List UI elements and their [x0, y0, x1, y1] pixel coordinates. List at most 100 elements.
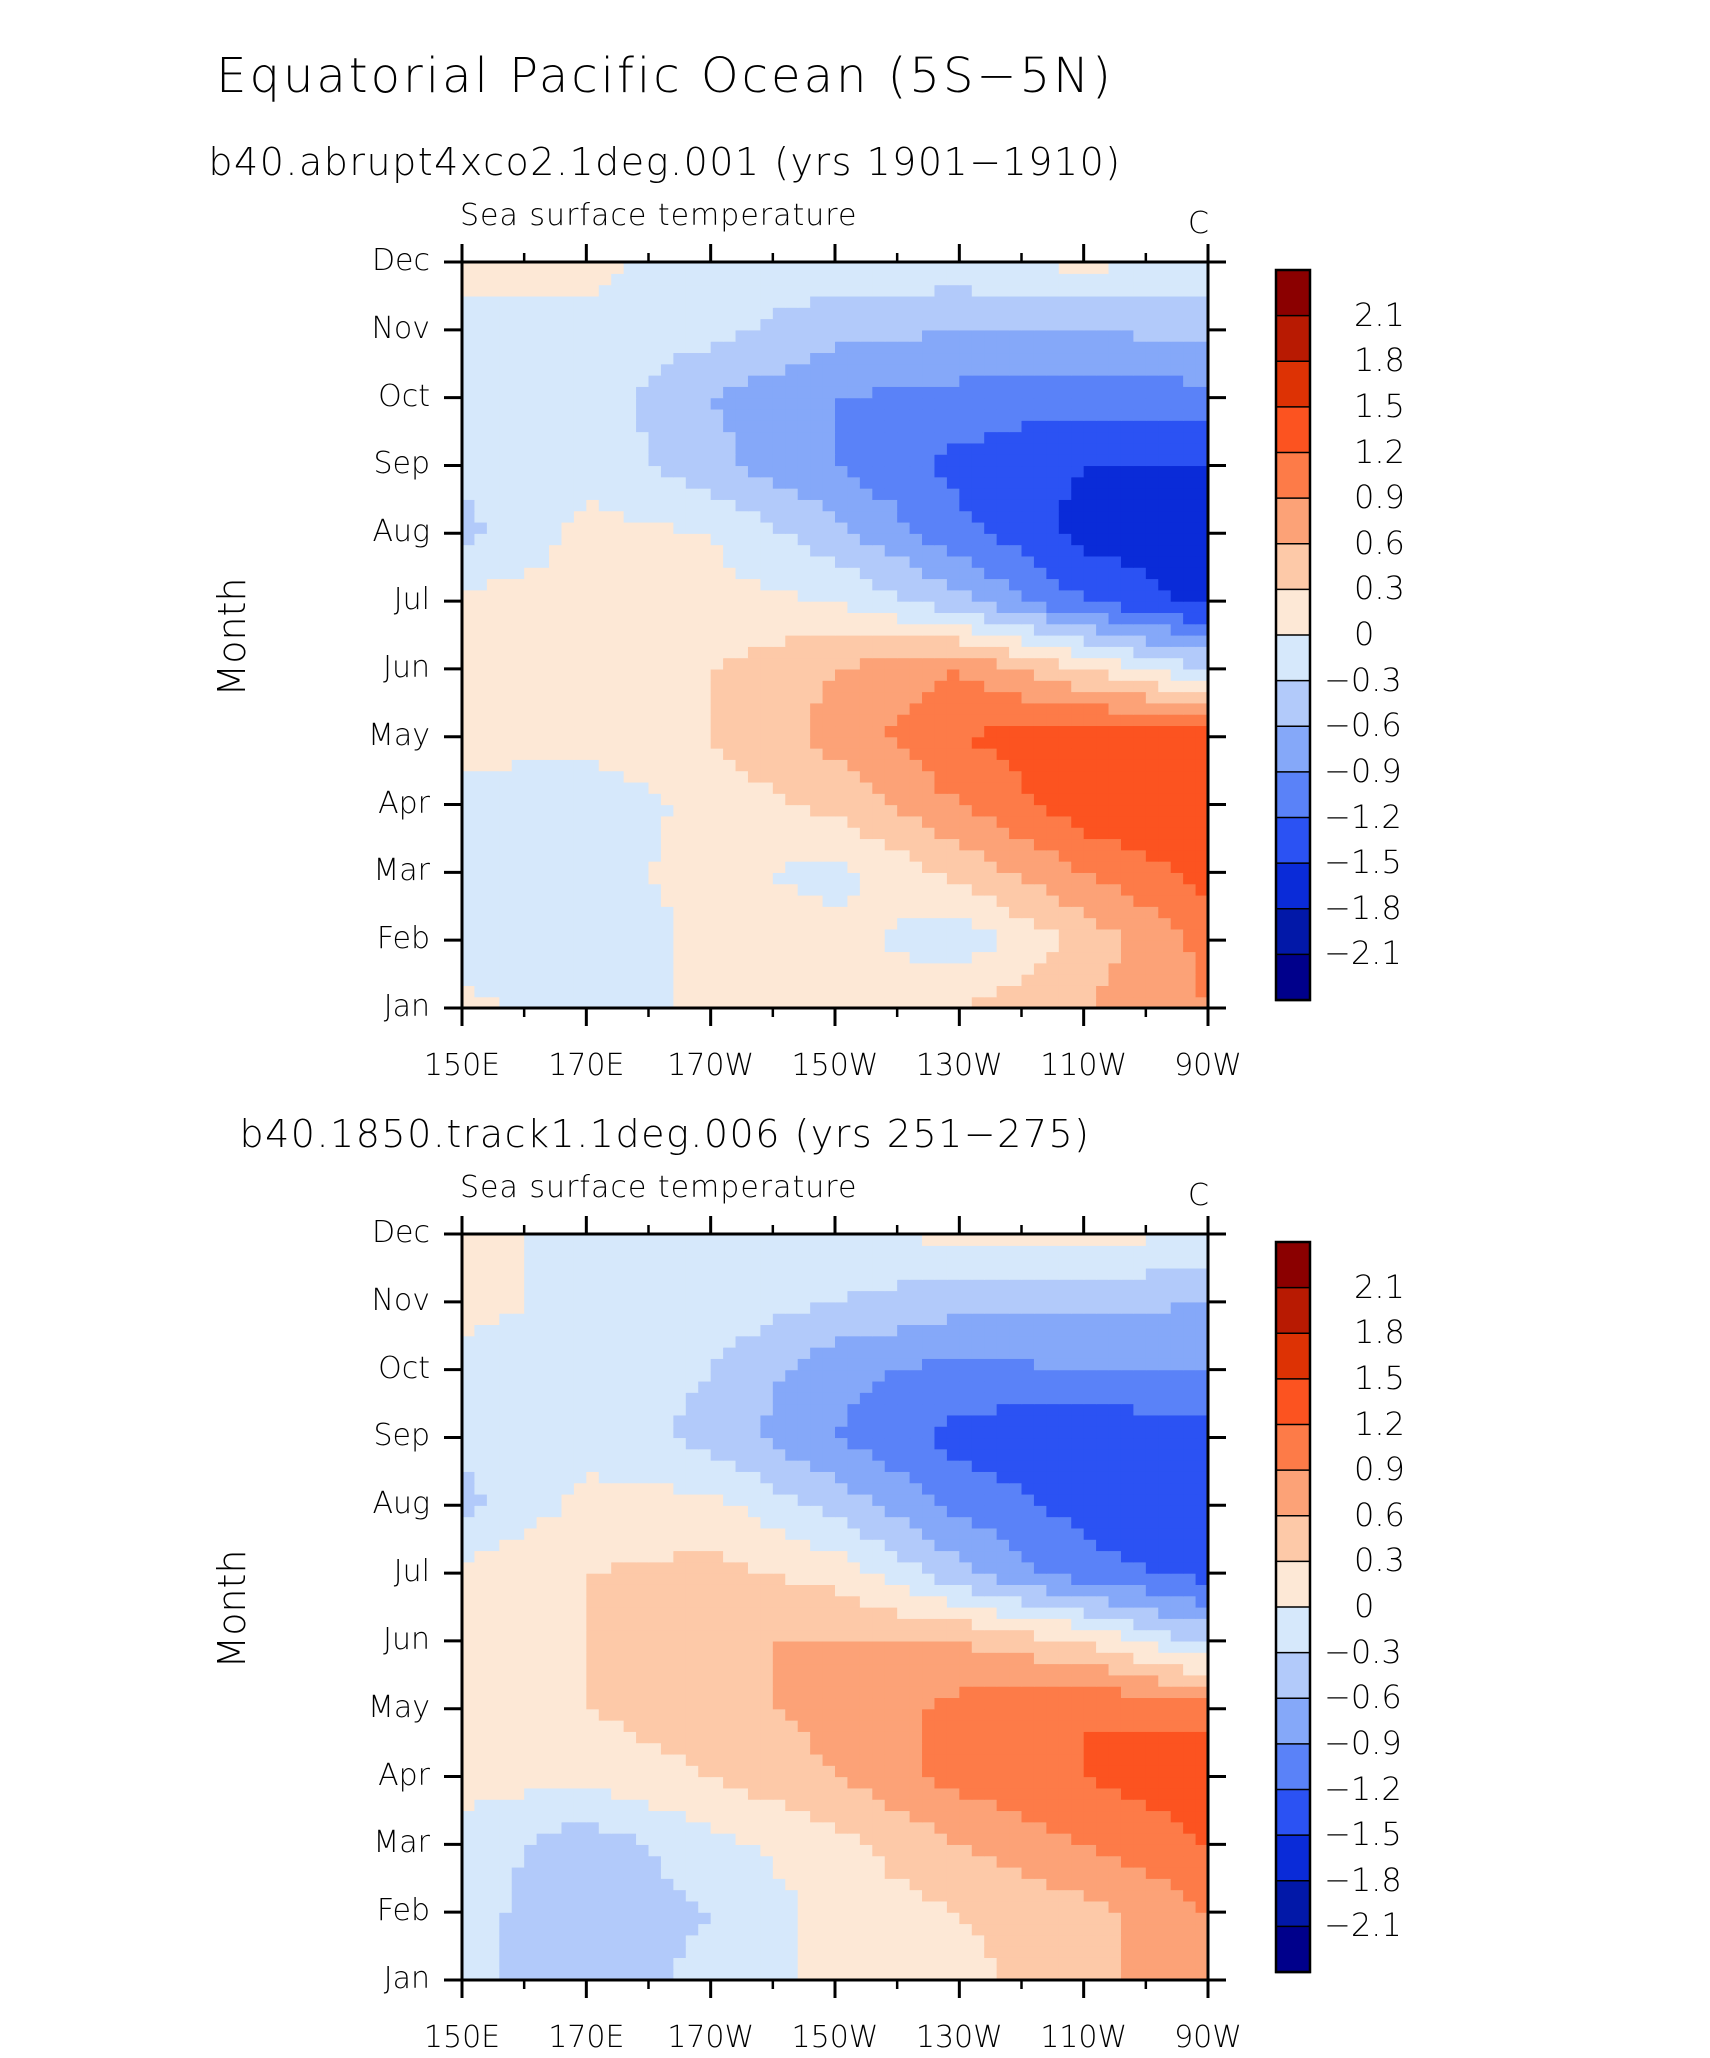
heatmap-cell — [474, 883, 488, 896]
heatmap-cell — [536, 612, 550, 625]
heatmap-cell — [884, 940, 898, 953]
heatmap-cell — [996, 635, 1010, 647]
heatmap-cell — [1033, 646, 1047, 659]
heatmap-cell — [1195, 793, 1209, 806]
heatmap-cell — [1096, 996, 1110, 1009]
heatmap-cell — [598, 1833, 612, 1845]
heatmap-cell — [1071, 748, 1085, 760]
heatmap-cell — [660, 770, 674, 783]
heatmap-cell — [1183, 1821, 1197, 1834]
heatmap-cell — [462, 521, 476, 534]
heatmap-cell — [747, 612, 761, 625]
heatmap-cell — [723, 589, 737, 602]
heatmap-cell — [835, 748, 849, 760]
heatmap-cell — [698, 1878, 712, 1891]
heatmap-cell — [747, 1810, 761, 1823]
heatmap-cell — [785, 544, 799, 557]
heatmap-cell — [822, 1889, 836, 1902]
heatmap-cell — [1195, 906, 1209, 919]
heatmap-cell — [946, 1799, 960, 1812]
heatmap-cell — [1170, 883, 1184, 896]
heatmap-cell — [524, 781, 538, 794]
heatmap-cell — [847, 1878, 861, 1891]
heatmap-cell — [1145, 1923, 1159, 1936]
heatmap-cell — [946, 725, 960, 738]
heatmap-cell — [1158, 996, 1172, 1009]
heatmap-cell — [685, 770, 699, 783]
heatmap-cell — [1096, 748, 1110, 760]
heatmap-cell — [549, 714, 563, 727]
heatmap-cell — [673, 996, 687, 1009]
heatmap-cell — [847, 1799, 861, 1812]
heatmap-cell — [1133, 996, 1147, 1009]
heatmap-cell — [859, 748, 873, 760]
heatmap-cell — [872, 612, 886, 625]
heatmap-cell — [511, 781, 525, 794]
heatmap-cell — [549, 770, 563, 783]
heatmap-cell — [946, 883, 960, 896]
heatmap-cell — [835, 1957, 849, 1970]
heatmap-cell — [623, 623, 637, 636]
heatmap-cell — [1183, 985, 1197, 998]
heatmap-cell — [785, 657, 799, 670]
heatmap-cell — [536, 849, 550, 862]
heatmap-cell — [611, 1900, 625, 1913]
heatmap-cell — [822, 962, 836, 975]
heatmap-cell — [499, 770, 513, 783]
heatmap-cell — [1021, 962, 1035, 975]
heatmap-cell — [922, 815, 936, 828]
heatmap-cell — [549, 736, 563, 749]
heatmap-cell — [897, 657, 911, 670]
heatmap-cell — [1021, 759, 1035, 772]
heatmap-cell — [909, 974, 923, 986]
heatmap-cell — [909, 962, 923, 975]
heatmap-cell — [474, 702, 488, 715]
heatmap-cell — [462, 1810, 476, 1823]
heatmap-cell — [735, 1844, 749, 1857]
heatmap-cell — [959, 1810, 973, 1823]
heatmap-cell — [598, 974, 612, 986]
heatmap-cell — [922, 533, 936, 546]
heatmap-cell — [996, 962, 1010, 975]
heatmap-cell — [934, 985, 948, 998]
heatmap-cell — [859, 793, 873, 806]
heatmap-cell — [685, 1855, 699, 1868]
heatmap-cell — [1170, 646, 1184, 659]
heatmap-cell — [1108, 1878, 1122, 1891]
heatmap-cell — [984, 555, 998, 568]
heatmap-cell — [922, 781, 936, 794]
heatmap-cell — [511, 770, 525, 783]
heatmap-cell — [847, 985, 861, 998]
heatmap-cell — [623, 849, 637, 862]
heatmap-cell — [499, 635, 513, 647]
heatmap-cell — [573, 838, 587, 851]
heatmap-cell — [735, 962, 749, 975]
heatmap-cell — [922, 1957, 936, 1970]
heatmap-cell — [623, 533, 637, 546]
heatmap-cell — [561, 601, 575, 613]
heatmap-cell — [685, 1821, 699, 1834]
heatmap-cell — [1033, 793, 1047, 806]
heatmap-cell — [835, 725, 849, 738]
heatmap-cell — [561, 951, 575, 964]
heatmap-cell — [511, 815, 525, 828]
heatmap-cell — [735, 928, 749, 941]
heatmap-cell — [536, 838, 550, 851]
heatmap-cell — [797, 623, 811, 636]
heatmap-cell — [847, 680, 861, 693]
heatmap-cell — [785, 1821, 799, 1834]
heatmap-cell — [909, 804, 923, 817]
heatmap-cell — [636, 861, 650, 873]
heatmap-cell — [884, 748, 898, 760]
heatmap-cell — [698, 906, 712, 919]
heatmap-cell — [909, 1934, 923, 1947]
heatmap-cell — [984, 1934, 998, 1947]
heatmap-cell — [810, 578, 824, 591]
heatmap-cell — [909, 781, 923, 794]
heatmap-cell — [934, 759, 948, 772]
heatmap-cell — [710, 894, 724, 907]
heatmap-cell — [946, 1833, 960, 1845]
heatmap-cell — [1145, 702, 1159, 715]
heatmap-cell — [1133, 680, 1147, 693]
heatmap-cell — [797, 996, 811, 1009]
